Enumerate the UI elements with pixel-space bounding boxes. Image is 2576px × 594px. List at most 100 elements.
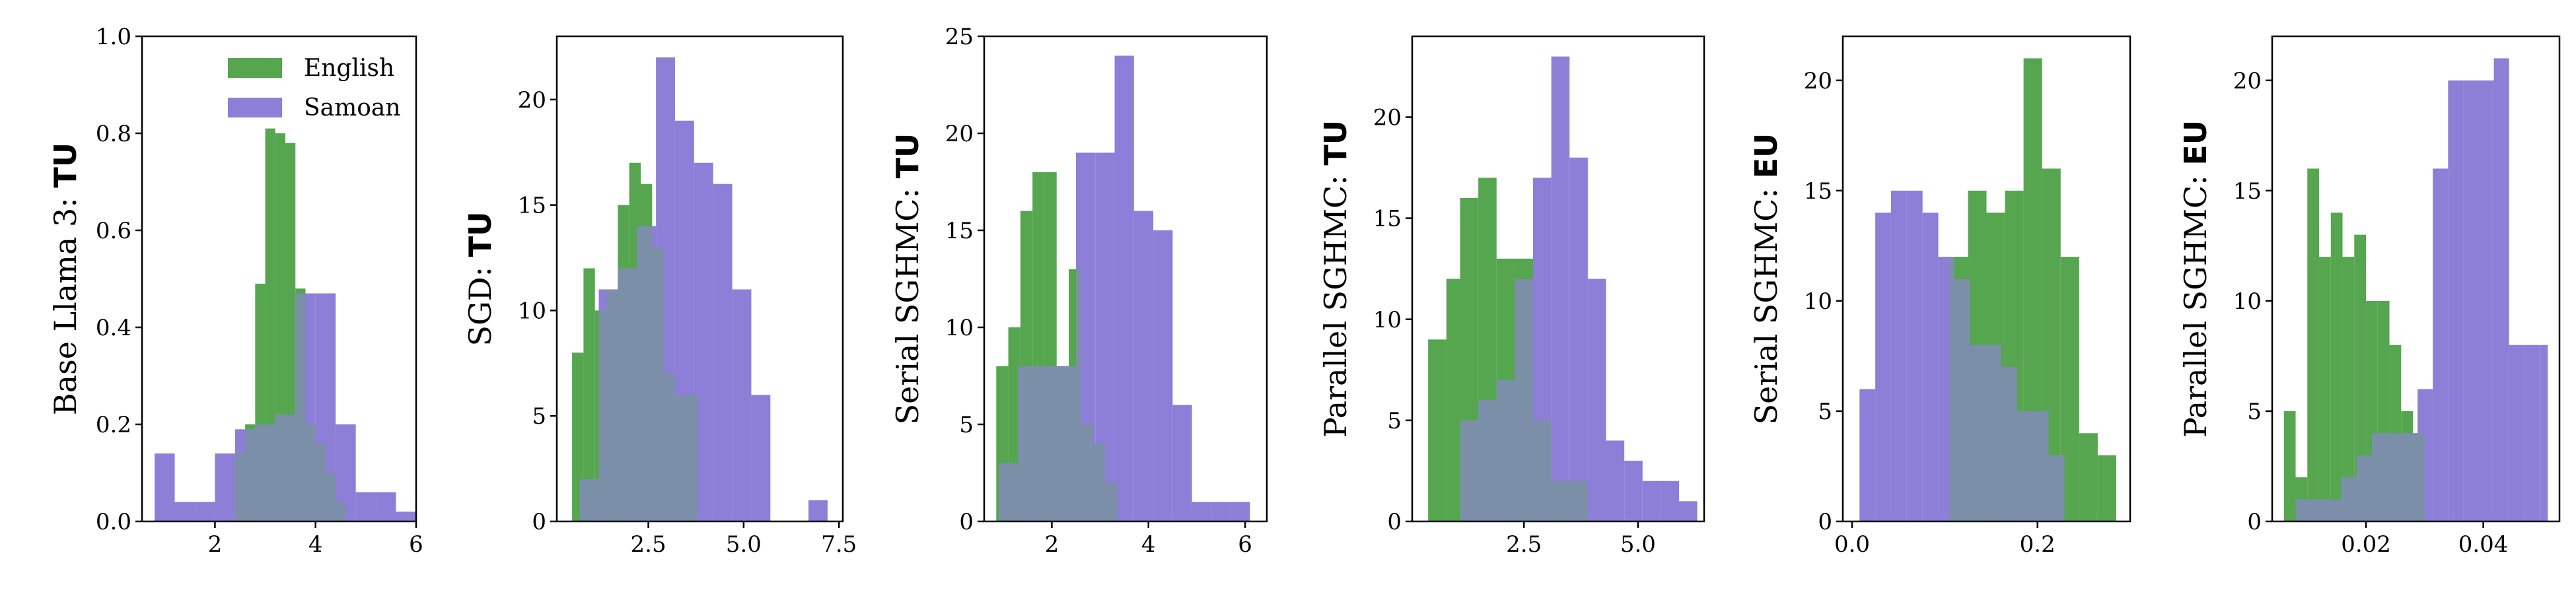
bar-samoan bbox=[2463, 80, 2479, 522]
x-tick-label: 5.0 bbox=[726, 531, 762, 558]
x-tick-label: 5.0 bbox=[1620, 531, 1656, 558]
bar-overlap bbox=[245, 429, 256, 521]
y-tick-label: 0 bbox=[2247, 509, 2262, 535]
bar-overlap bbox=[1095, 444, 1105, 521]
y-axis-label-metric: EU bbox=[2178, 120, 2213, 166]
bar-overlap bbox=[2366, 455, 2372, 521]
bar-samoan bbox=[1875, 213, 1891, 521]
bar-overlap bbox=[998, 463, 1009, 521]
bar-samoan bbox=[1114, 55, 1134, 521]
bar-overlap bbox=[1032, 366, 1038, 521]
bar-samoan bbox=[2509, 345, 2524, 521]
y-tick-label: 0 bbox=[1818, 509, 1832, 535]
bar-samoan bbox=[355, 492, 376, 521]
x-tick-label: 2.5 bbox=[1506, 531, 1542, 558]
bar-samoan bbox=[1231, 502, 1250, 521]
bar-samoan bbox=[2539, 345, 2548, 521]
y-tick-label: 10 bbox=[518, 298, 546, 324]
bar-samoan bbox=[215, 453, 235, 521]
y-axis-label-metric: TU bbox=[890, 133, 925, 179]
bar-overlap bbox=[2387, 433, 2390, 521]
bar-overlap bbox=[656, 247, 664, 521]
bar-english bbox=[265, 128, 275, 521]
panel-sgd-tu: 2.5 5.0 7.5 0 5 10 15 20 SGD: TU bbox=[462, 35, 857, 558]
y-axis-label-prefix: Serial SGHMC: bbox=[1748, 178, 1784, 424]
bar-english bbox=[2354, 234, 2367, 521]
bar-overlap bbox=[2371, 433, 2378, 521]
x-tick-label: 6 bbox=[409, 531, 423, 558]
bar-overlap bbox=[2319, 499, 2326, 521]
x-tick-label: 7.5 bbox=[821, 531, 857, 558]
bar-overlap bbox=[1551, 480, 1570, 521]
y-tick-label: 20 bbox=[1373, 105, 1402, 131]
y-tick-label: 5 bbox=[1818, 399, 1832, 425]
bar-overlap bbox=[2001, 367, 2005, 521]
bar-overlap bbox=[637, 226, 641, 521]
bar-overlap bbox=[1460, 420, 1479, 521]
axes-frame bbox=[2271, 35, 2561, 523]
x-tick-label: 0.2 bbox=[2020, 531, 2056, 558]
x-tick-label: 2 bbox=[1045, 531, 1059, 558]
bar-samoan bbox=[2493, 58, 2509, 522]
y-tick-label: 10 bbox=[2233, 288, 2262, 315]
x-tick-label: 0.02 bbox=[2341, 531, 2391, 558]
x-tick-label: 4 bbox=[1141, 531, 1156, 558]
bar-overlap bbox=[583, 479, 595, 521]
bar-english bbox=[583, 268, 595, 521]
axes-frame bbox=[555, 35, 844, 523]
y-axis-label-metric: TU bbox=[48, 143, 83, 188]
bar-overlap bbox=[1114, 482, 1118, 521]
bar-samoan bbox=[1906, 190, 1923, 521]
y-axis-label: Parallel SGHMC: TU bbox=[1318, 120, 1353, 438]
bar-samoan bbox=[376, 492, 396, 521]
y-tick-label: 15 bbox=[518, 193, 546, 219]
bar-english bbox=[2330, 213, 2343, 521]
y-tick-label: 10 bbox=[945, 315, 974, 341]
bar-overlap bbox=[325, 473, 336, 521]
y-axis-label: Serial SGHMC: EU bbox=[1748, 133, 1784, 425]
bar-samoan bbox=[396, 512, 416, 521]
bar-samoan bbox=[1551, 56, 1570, 521]
y-tick-label: 25 bbox=[945, 24, 974, 50]
bar-samoan bbox=[1890, 190, 1907, 521]
bar-samoan bbox=[194, 502, 215, 521]
bar-overlap bbox=[275, 414, 286, 521]
y-tick-label: 0 bbox=[1387, 509, 1402, 535]
y-tick-label: 20 bbox=[945, 121, 974, 147]
x-tick-label: 2 bbox=[208, 531, 223, 558]
bar-overlap bbox=[579, 479, 584, 521]
bar-samoan bbox=[1661, 480, 1680, 521]
bar-overlap bbox=[641, 226, 653, 521]
bar-overlap bbox=[629, 268, 637, 521]
bar-overlap bbox=[1949, 257, 1954, 521]
bar-overlap bbox=[686, 395, 694, 521]
bar-overlap bbox=[2356, 455, 2367, 521]
bar-overlap bbox=[1020, 366, 1033, 521]
bar-overlap bbox=[1968, 279, 1970, 521]
bar-overlap bbox=[2413, 433, 2418, 521]
bar-samoan bbox=[1569, 157, 1588, 521]
y-tick-label: 20 bbox=[518, 87, 546, 114]
legend: English Samoan bbox=[228, 55, 401, 121]
bar-english bbox=[1428, 339, 1447, 521]
bar-overlap bbox=[606, 289, 618, 521]
y-tick-label: 5 bbox=[532, 403, 546, 430]
bar-overlap bbox=[2048, 455, 2061, 521]
bar-samoan bbox=[2478, 80, 2494, 522]
bar-overlap bbox=[1954, 279, 1968, 521]
y-tick-label: 0.0 bbox=[96, 509, 131, 535]
bar-english bbox=[2319, 257, 2331, 521]
bar-samoan bbox=[1624, 461, 1643, 521]
y-tick-label: 0 bbox=[959, 509, 974, 535]
bar-overlap bbox=[1044, 366, 1057, 521]
bar-overlap bbox=[2377, 433, 2387, 521]
bar-samoan bbox=[1153, 230, 1173, 521]
bar-overlap bbox=[2032, 411, 2042, 521]
bar-overlap bbox=[1008, 463, 1019, 521]
bar-overlap bbox=[1970, 345, 1986, 521]
bar-samoan bbox=[155, 453, 175, 521]
bar-samoan bbox=[713, 183, 733, 521]
bar-overlap bbox=[1092, 444, 1096, 521]
bar-overlap bbox=[295, 293, 306, 521]
bar-samoan bbox=[1133, 211, 1154, 521]
